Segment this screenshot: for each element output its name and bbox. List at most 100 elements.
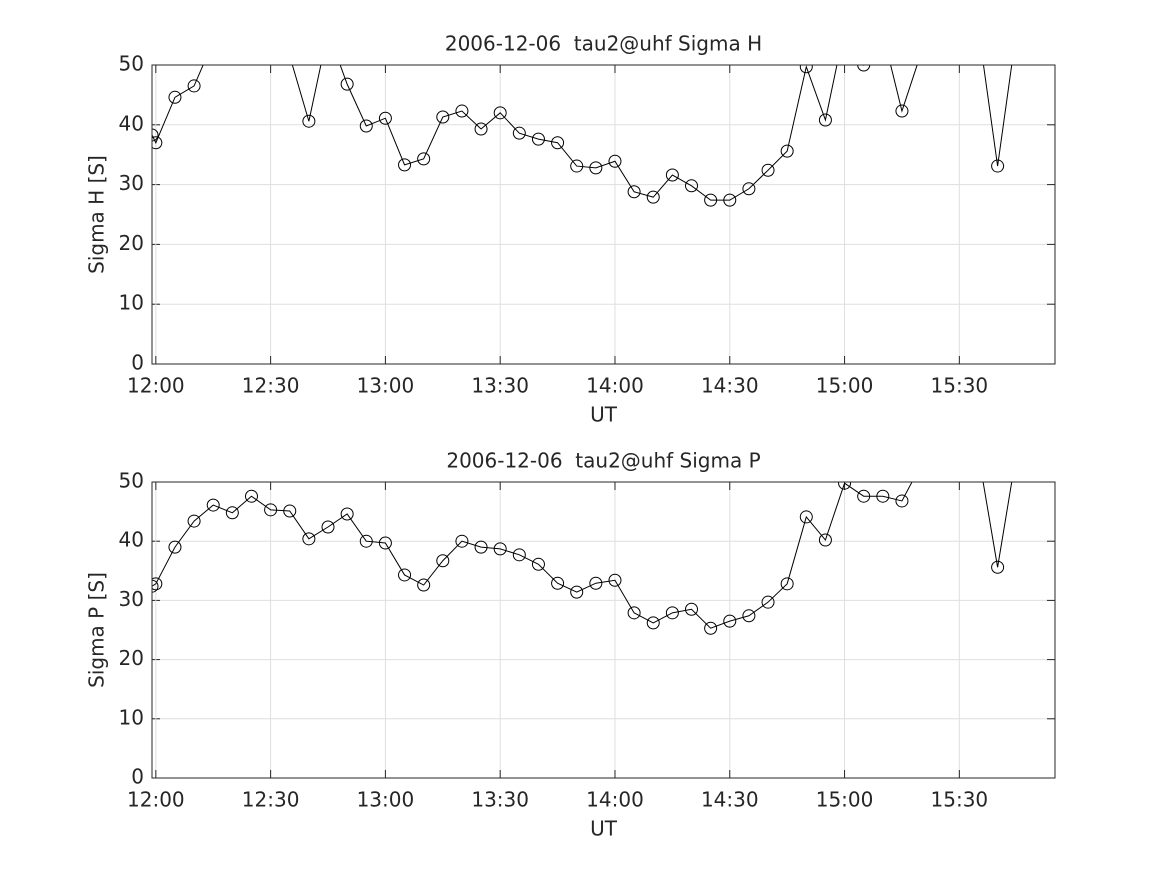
x-tick-label: 14:30 [701, 374, 759, 398]
data-point [627, 185, 641, 199]
data-point [551, 136, 565, 150]
data-point [152, 136, 163, 150]
data-point [302, 532, 316, 546]
y-tick-label: 40 [119, 111, 144, 135]
data-point [761, 595, 775, 609]
x-tick-label: 12:00 [127, 788, 185, 812]
data-point [417, 578, 431, 592]
data-point [474, 122, 488, 136]
y-tick-label: 20 [119, 646, 144, 670]
data-point [340, 77, 354, 91]
data-point [608, 154, 622, 168]
x-tick-label: 14:00 [586, 788, 644, 812]
data-point [321, 520, 335, 534]
data-point [570, 159, 584, 173]
data-point [493, 106, 507, 120]
data-point [378, 111, 392, 125]
data-point [302, 114, 316, 128]
data-point [685, 179, 699, 193]
data-point [876, 489, 890, 503]
data-line [152, 482, 1013, 629]
plot-area [152, 23, 1023, 207]
data-point [152, 577, 163, 591]
data-point [877, 27, 889, 39]
y-tick-label: 0 [131, 351, 144, 375]
data-point [417, 152, 431, 166]
x-axis-label: UT [590, 817, 618, 841]
y-tick-label: 20 [119, 231, 144, 255]
data-point [570, 585, 584, 599]
x-tick-label: 12:00 [127, 374, 185, 398]
y-tick-label: 10 [119, 291, 144, 315]
data-point [646, 190, 660, 204]
data-point [742, 609, 756, 623]
y-tick-label: 30 [119, 587, 144, 611]
data-point [474, 540, 488, 554]
data-point [780, 144, 794, 158]
data-point [284, 50, 296, 62]
data-point [838, 482, 852, 490]
data-point [359, 119, 373, 133]
y-tick-label: 50 [119, 52, 144, 76]
data-point [818, 113, 832, 127]
data-point [915, 459, 927, 471]
data-point [627, 606, 641, 620]
data-point [589, 576, 603, 590]
data-point [799, 65, 813, 74]
data-point [225, 506, 239, 520]
y-tick-label: 10 [119, 705, 144, 729]
data-point [972, 23, 984, 35]
data-point [531, 132, 545, 146]
data-point [455, 534, 469, 548]
data-point [665, 168, 679, 182]
data-point [1011, 23, 1023, 35]
chart-title: 2006-12-06 tau2@uhf Sigma H [445, 32, 762, 56]
x-tick-label: 15:00 [816, 374, 874, 398]
data-point [723, 614, 737, 628]
data-point [704, 621, 718, 635]
data-point [608, 573, 622, 587]
x-tick-label: 12:30 [242, 374, 300, 398]
y-tick-label: 0 [131, 765, 144, 789]
data-point [398, 568, 412, 582]
data-point [742, 182, 756, 196]
axes: 0 10 20 30 40 50 12:00 12:30 13:00 13:30 14:00 14:3… [85, 446, 1056, 841]
data-point [206, 498, 220, 512]
data-point [398, 158, 412, 172]
data-point [264, 503, 278, 517]
data-point [493, 542, 507, 556]
data-point [818, 533, 832, 547]
x-tick-label: 14:30 [701, 788, 759, 812]
data-point [1011, 446, 1023, 458]
data-point [512, 548, 526, 562]
x-tick-label: 13:00 [357, 374, 415, 398]
data-point [723, 193, 737, 207]
data-point [322, 26, 334, 38]
data-point [152, 128, 159, 142]
axes-background [152, 65, 1055, 364]
data-point [378, 536, 392, 550]
data-point [780, 577, 794, 591]
data-point [704, 193, 718, 207]
y-axis-label: Sigma P [S] [85, 572, 109, 688]
data-point [512, 126, 526, 140]
data-point [915, 47, 927, 59]
data-point [685, 602, 699, 616]
x-tick-label: 13:00 [357, 788, 415, 812]
data-point [857, 489, 871, 503]
data-point [589, 161, 603, 175]
data-point [187, 79, 201, 93]
data-point [168, 540, 182, 554]
y-tick-label: 50 [119, 469, 144, 493]
data-point [283, 504, 297, 518]
data-point [761, 163, 775, 177]
data-point [168, 90, 182, 104]
data-point [152, 579, 159, 593]
chart-title: 2006-12-06 tau2@uhf Sigma P [446, 449, 760, 473]
x-tick-label: 14:00 [586, 374, 644, 398]
data-point [340, 507, 354, 521]
x-tick-label: 13:30 [471, 374, 529, 398]
data-point [207, 36, 219, 48]
y-tick-label: 30 [119, 171, 144, 195]
